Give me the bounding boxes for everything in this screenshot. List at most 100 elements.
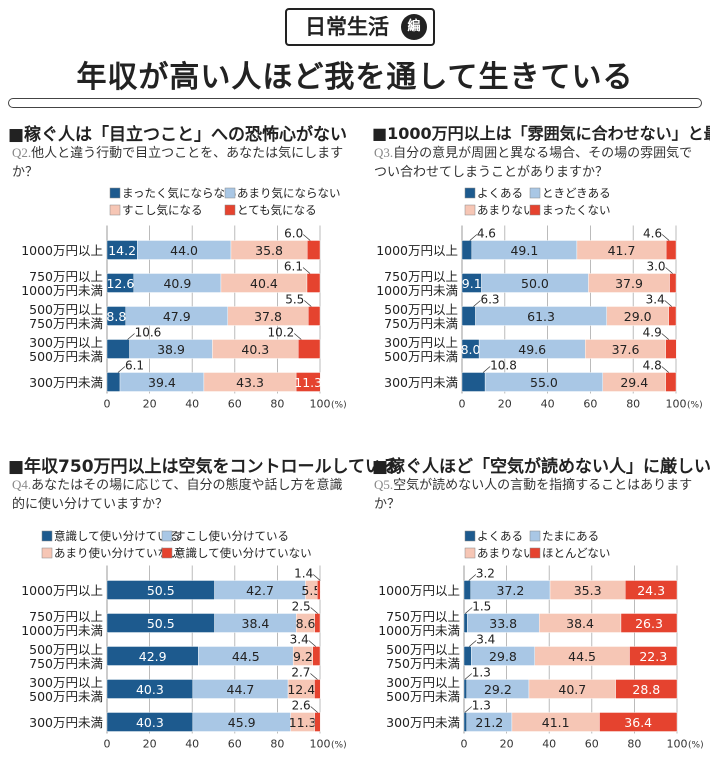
x-tick-label: 0	[459, 398, 466, 411]
question-q2: Q2.他人と違う行動で目立つことを、あなたは気にしますか？	[12, 143, 352, 182]
data-label: 1.5	[472, 600, 491, 614]
x-tick-label: 20	[498, 398, 512, 411]
data-label: 6.0	[284, 227, 303, 241]
data-label: 11.3	[294, 375, 322, 390]
legend-label: とても気になる	[237, 203, 317, 217]
leader-line	[468, 574, 477, 581]
question-number: Q4.	[12, 477, 32, 492]
data-label: 40.3	[241, 342, 269, 357]
legend-label: 意識して使い分けていない	[174, 546, 312, 560]
legend-swatch	[41, 547, 53, 559]
data-label: 38.9	[157, 342, 185, 357]
x-tick-label: 60	[228, 738, 242, 751]
data-label: 38.4	[566, 616, 594, 631]
legend-swatch	[529, 530, 541, 542]
category-label: 750万円未満	[29, 316, 103, 331]
leader-line	[464, 706, 472, 713]
data-label: 6.3	[480, 293, 499, 307]
leader-line	[302, 267, 311, 274]
legend-swatch	[464, 204, 476, 216]
bar-segment	[314, 679, 321, 699]
x-tick-label: 80	[627, 738, 641, 751]
data-label: 5.5	[301, 583, 321, 598]
bar-segment	[314, 613, 321, 633]
legend-swatch	[109, 204, 121, 216]
bar-segment	[599, 712, 678, 732]
data-label: 41.1	[542, 715, 570, 730]
legend-label: すこし気になる	[122, 203, 203, 217]
data-label: 4.6	[643, 227, 662, 241]
data-label: 37.9	[615, 276, 643, 291]
legend-swatch	[161, 530, 173, 542]
legend-label: あまり使い分けていない	[54, 546, 181, 560]
leader-line	[117, 366, 126, 373]
legend-label: あまりない	[477, 546, 535, 560]
question-text: 空気が読めない人の言動を指摘することはありますか？	[374, 478, 693, 512]
data-label: 12.6	[106, 276, 134, 291]
category-label: 750万円以上	[29, 609, 103, 624]
data-label: 9.1	[462, 276, 482, 291]
category-label: 300万円以上	[386, 675, 460, 690]
section-heading-q5: ■稼ぐ人ほど「空気が読めない人」に厳しい	[372, 457, 710, 477]
x-tick-label: 0	[461, 738, 468, 751]
x-axis-unit: (%)	[688, 741, 704, 751]
category-label: 500万円未満	[29, 349, 103, 364]
data-label: 41.7	[608, 243, 636, 258]
bar-segment	[625, 580, 678, 600]
category-label: 1000万円未満	[376, 283, 458, 298]
bar-segment	[461, 240, 473, 260]
category-label: 300万円未満	[29, 715, 103, 730]
bar-segment	[308, 306, 321, 326]
question-text: あなたはその場に応じて、自分の態度や話し方を意識的に使い分けていますか？	[12, 478, 343, 512]
legend-swatch	[109, 187, 121, 199]
bar-segment	[317, 580, 321, 600]
category-label: 500万円以上	[29, 302, 103, 317]
data-label: 4.9	[643, 326, 662, 340]
bar-segment	[629, 646, 678, 666]
leader-line	[464, 607, 473, 614]
category-label: 1000万円以上	[21, 243, 103, 258]
x-tick-label: 80	[270, 738, 284, 751]
question-number: Q3.	[374, 145, 394, 160]
data-label: 10.2	[268, 326, 295, 340]
data-label: 10.8	[490, 359, 517, 373]
data-label: 1.3	[472, 666, 491, 680]
x-tick-label: 40	[185, 398, 199, 411]
bar-segment	[306, 273, 321, 293]
data-label: 3.4	[646, 293, 665, 307]
category-label: 500万円以上	[384, 302, 458, 317]
x-tick-label: 0	[104, 398, 111, 411]
data-label: 3.0	[646, 260, 665, 274]
data-label: 2.5	[292, 600, 311, 614]
leader-line	[469, 234, 478, 241]
data-label: 6.1	[284, 260, 303, 274]
leader-line	[294, 333, 302, 340]
data-label: 35.8	[255, 243, 283, 258]
category-label: 300万円未満	[29, 375, 103, 390]
category-label: 750万円未満	[386, 656, 460, 671]
category-label: 300万円未満	[384, 375, 458, 390]
data-label: 40.3	[136, 682, 164, 697]
legend-swatch	[529, 187, 541, 199]
data-label: 33.8	[489, 616, 517, 631]
bar-segment	[295, 372, 321, 392]
x-tick-label: 20	[500, 738, 514, 751]
leader-line	[304, 300, 312, 307]
x-axis-unit: (%)	[331, 401, 347, 411]
legend-swatch	[464, 530, 476, 542]
data-label: 43.3	[236, 375, 264, 390]
section-heading-q4: ■年収750万円以上は空気をコントロールしている	[8, 457, 400, 477]
data-label: 10.6	[135, 326, 162, 340]
data-label: 49.6	[518, 342, 546, 357]
data-label: 55.0	[530, 375, 558, 390]
x-tick-label: 20	[143, 738, 157, 751]
bar-segment	[463, 580, 472, 600]
data-label: 45.9	[228, 715, 256, 730]
legend-label: すこし使い分けている	[174, 529, 289, 543]
data-label: 14.2	[108, 243, 136, 258]
data-label: 9.2	[293, 649, 313, 664]
legend-label: よくある	[477, 529, 523, 543]
category-label: 500万円以上	[386, 642, 460, 657]
category-label: 1000万円以上	[21, 583, 103, 598]
x-tick-label: 40	[185, 738, 199, 751]
